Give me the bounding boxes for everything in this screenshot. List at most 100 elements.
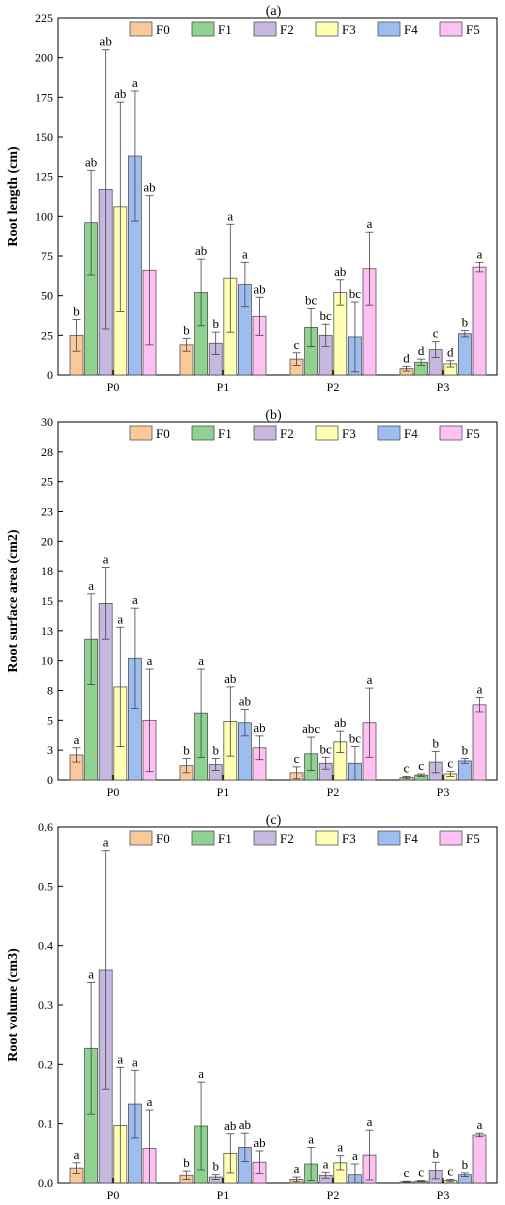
significance-label: b: [462, 743, 469, 758]
y-axis-title: Root volume (cm3): [6, 948, 21, 1062]
legend-swatch-F0: [129, 21, 153, 37]
y-tick-label: 20: [41, 534, 53, 548]
chart-panel-0: (a) 0 25 50 75 100 125 150 175 200 225 Root length …: [6, 4, 498, 394]
significance-label: a: [132, 75, 138, 90]
bar-F5-P3: [472, 266, 487, 376]
legend-label-F1: F1: [218, 831, 232, 846]
x-tick-label: P2: [327, 785, 340, 799]
significance-label: c: [418, 1165, 424, 1180]
y-tick-label: 225: [35, 11, 53, 25]
y-tick-label: 150: [35, 130, 53, 144]
y-tick-label: 125: [35, 170, 53, 184]
significance-label: b: [462, 315, 469, 330]
x-tick-label: P3: [437, 380, 450, 394]
significance-label: b: [183, 1155, 190, 1170]
panel-label: (b): [265, 408, 282, 423]
significance-label: c: [418, 758, 424, 773]
legend-swatch-F1: [191, 830, 215, 846]
legend-label-F0: F0: [156, 22, 170, 37]
legend-label-F2: F2: [280, 426, 294, 441]
significance-label: ab: [253, 281, 265, 296]
significance-label: bc: [349, 286, 362, 301]
significance-label: ab: [224, 1118, 236, 1133]
significance-label: a: [227, 208, 233, 223]
legend-swatch-F1: [191, 425, 215, 441]
legend-swatch-F2: [253, 21, 277, 37]
significance-label: a: [132, 592, 138, 607]
significance-label: bc: [320, 308, 333, 323]
y-tick-label: 28: [41, 445, 53, 459]
bar-F5-P3: [472, 704, 487, 781]
legend-swatch-F4: [377, 830, 401, 846]
chart-panel-1: (b) 0 3 5 8 10 13 15 18 20 23 25 28 30 Root surface ar…: [6, 408, 498, 799]
significance-label: c: [447, 756, 453, 771]
chart-panel-2: (c) 0.0 0.1 0.2 0.3 0.4 0.5 0.6 Root volume (cm3…: [6, 813, 498, 1202]
significance-label: a: [477, 246, 483, 261]
legend-label-F2: F2: [280, 22, 294, 37]
significance-label: ab: [239, 1117, 251, 1132]
y-axis-title: Root surface area (cm2): [6, 529, 21, 673]
legend-label-F3: F3: [342, 22, 356, 37]
y-tick-label: 75: [41, 249, 53, 263]
significance-label: d: [418, 343, 425, 358]
significance-label: a: [198, 1066, 204, 1081]
legend-swatch-F5: [439, 21, 463, 37]
significance-label: a: [337, 1140, 343, 1155]
bar-F4-P3: [457, 760, 472, 781]
significance-label: b: [183, 743, 190, 758]
bar-F4-P3: [457, 333, 472, 376]
significance-label: a: [323, 1156, 329, 1171]
significance-label: a: [74, 1147, 80, 1162]
y-tick-label: 25: [41, 475, 53, 489]
y-tick-label: 8: [47, 684, 53, 698]
significance-label: a: [198, 653, 204, 668]
legend-label-F5: F5: [466, 426, 480, 441]
y-tick-label: 18: [41, 564, 53, 578]
significance-label: ab: [114, 86, 126, 101]
legend-label-F0: F0: [156, 426, 170, 441]
significance-label: c: [294, 751, 300, 766]
y-tick-label: 0: [47, 368, 53, 382]
bar-F5-P3: [472, 1134, 487, 1184]
legend-swatch-F4: [377, 425, 401, 441]
significance-label: a: [367, 1114, 373, 1129]
significance-label: ab: [334, 715, 346, 730]
significance-label: c: [433, 326, 439, 341]
y-tick-label: 50: [41, 289, 53, 303]
legend-swatch-F5: [439, 830, 463, 846]
x-tick-label: P1: [217, 1188, 230, 1202]
significance-label: c: [447, 1163, 453, 1178]
legend-label-F5: F5: [466, 22, 480, 37]
significance-label: c: [294, 337, 300, 352]
significance-label: a: [147, 653, 153, 668]
significance-label: a: [88, 578, 94, 593]
significance-label: ab: [143, 180, 155, 195]
legend-label-F4: F4: [404, 831, 418, 846]
legend-swatch-F1: [191, 21, 215, 37]
y-tick-label: 0.2: [38, 1057, 53, 1071]
significance-label: bc: [320, 741, 333, 756]
significance-label: abc: [302, 721, 320, 736]
significance-label: b: [432, 1146, 439, 1161]
y-tick-label: 0.3: [38, 998, 53, 1012]
significance-label: ab: [100, 34, 112, 49]
legend-swatch-F4: [377, 21, 401, 37]
significance-label: a: [103, 835, 109, 850]
significance-label: ab: [253, 720, 265, 735]
legend-label-F4: F4: [404, 426, 418, 441]
significance-label: c: [404, 760, 410, 775]
panel-label: (a): [266, 4, 282, 19]
y-tick-label: 25: [41, 328, 53, 342]
x-tick-label: P2: [327, 380, 340, 394]
legend-label-F3: F3: [342, 426, 356, 441]
x-tick-label: P2: [327, 1188, 340, 1202]
significance-label: ab: [253, 1135, 265, 1150]
plot-frame: [57, 17, 498, 376]
significance-label: d: [447, 345, 454, 360]
significance-label: b: [432, 735, 439, 750]
significance-label: a: [103, 552, 109, 567]
y-tick-label: 0: [47, 773, 53, 787]
y-tick-label: 13: [41, 624, 53, 638]
x-tick-label: P0: [107, 380, 120, 394]
